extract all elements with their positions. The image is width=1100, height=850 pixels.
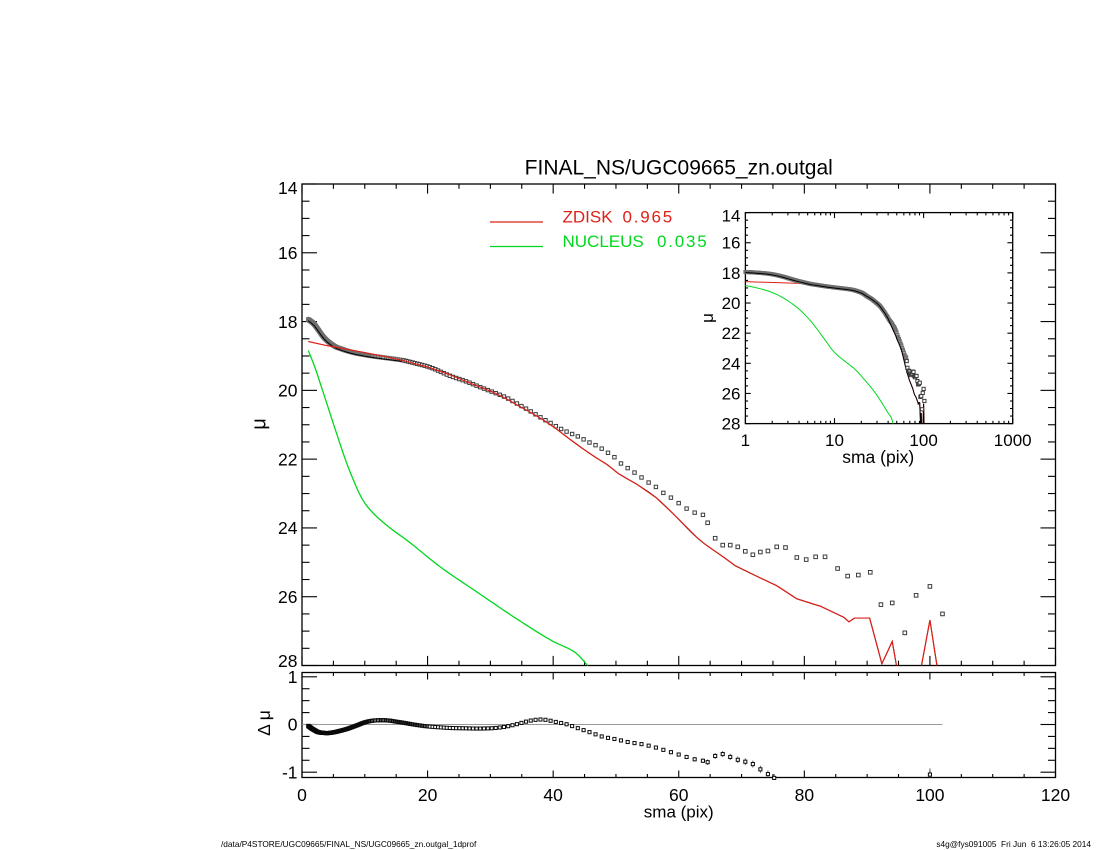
svg-text:14: 14	[278, 178, 298, 198]
svg-text:28: 28	[278, 651, 297, 671]
svg-text:0.965: 0.965	[623, 208, 675, 227]
svg-text:28: 28	[722, 415, 741, 434]
svg-text:16: 16	[722, 234, 741, 253]
svg-text:sma (pix): sma (pix)	[644, 803, 714, 822]
svg-text:20: 20	[722, 294, 741, 313]
svg-text:s4g@fys091005 Fri Jun 6 13:2: s4g@fys091005 Fri Jun 6 13:26:05 2014	[936, 839, 1091, 849]
svg-text:10: 10	[825, 431, 844, 450]
svg-text:1: 1	[288, 667, 298, 687]
svg-text:NUCLEUS: NUCLEUS	[563, 232, 644, 251]
svg-text:ZDISK: ZDISK	[563, 208, 614, 227]
svg-text:-1: -1	[282, 762, 298, 782]
svg-text:18: 18	[278, 312, 297, 332]
svg-text:sma (pix): sma (pix)	[842, 447, 914, 467]
svg-text:FINAL_NS/UGC09665_zn.outgal: FINAL_NS/UGC09665_zn.outgal	[525, 157, 833, 180]
svg-text:24: 24	[722, 354, 741, 373]
svg-text:60: 60	[669, 785, 689, 805]
svg-text:μ: μ	[698, 313, 717, 323]
svg-text:22: 22	[278, 449, 297, 469]
svg-text:20: 20	[418, 785, 438, 805]
svg-text:120: 120	[1041, 785, 1070, 805]
svg-text:40: 40	[543, 785, 563, 805]
svg-text:100: 100	[909, 431, 937, 450]
svg-text:26: 26	[722, 384, 741, 403]
svg-text:/data/P4STORE/UGC09665/FINAL_N: /data/P4STORE/UGC09665/FINAL_NS/UGC09665…	[221, 839, 477, 849]
svg-text:μ: μ	[249, 418, 271, 430]
svg-text:24: 24	[278, 518, 298, 538]
svg-text:26: 26	[278, 587, 297, 607]
svg-text:18: 18	[722, 264, 741, 283]
svg-text:20: 20	[278, 381, 298, 401]
svg-text:Δ μ: Δ μ	[254, 710, 274, 736]
svg-text:16: 16	[278, 243, 297, 263]
svg-text:0.035: 0.035	[657, 232, 709, 251]
svg-text:14: 14	[722, 207, 741, 226]
svg-text:1000: 1000	[994, 431, 1032, 450]
svg-text:0: 0	[288, 715, 298, 735]
svg-text:22: 22	[722, 324, 741, 343]
svg-text:0: 0	[297, 785, 307, 805]
svg-text:1: 1	[741, 431, 750, 450]
svg-text:100: 100	[915, 785, 944, 805]
svg-text:80: 80	[795, 785, 815, 805]
